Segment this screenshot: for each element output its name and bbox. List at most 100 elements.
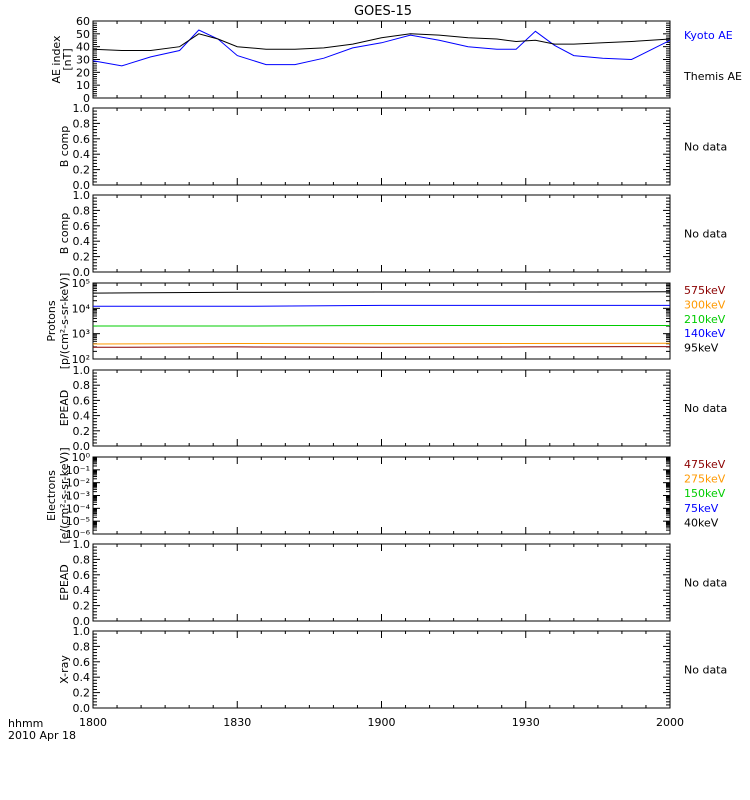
- y-tick-label: 50: [76, 28, 90, 41]
- y-axis-label: AE index: [50, 35, 63, 84]
- y-tick-label: 10⁰: [72, 451, 91, 464]
- panel-frame: [92, 543, 671, 622]
- y-tick-label: 40: [76, 41, 90, 54]
- y-axis-label: EPEAD: [58, 564, 71, 601]
- time-axis-units: hhmm: [8, 717, 43, 730]
- legend-entry: 300keV: [684, 298, 726, 311]
- y-tick-label: 0.4: [73, 671, 91, 684]
- y-tick-label: 10⁻⁵: [66, 515, 90, 528]
- y-axis-label: [e/(cm²-s-sr-keV)]: [58, 447, 71, 543]
- x-tick-label: 1930: [512, 716, 540, 729]
- y-tick-label: 0.2: [73, 687, 91, 700]
- y-axis-label: B comp: [58, 126, 71, 168]
- y-tick-label: 0.4: [73, 584, 91, 597]
- y-axis-label: Electrons: [45, 470, 58, 521]
- panel-b2: 0.0 0.2 0.4 0.6 0.8 1.0B comp No data: [58, 189, 727, 279]
- legend-entry: 210keV: [684, 313, 726, 326]
- y-axis-label: [nT]: [61, 48, 74, 70]
- series-line-210kev: [93, 325, 670, 327]
- legend-entry: 475keV: [684, 458, 726, 471]
- no-data-label: No data: [684, 228, 727, 241]
- no-data-label: No data: [684, 664, 727, 677]
- legend-entry: Themis AE: [683, 70, 742, 83]
- x-tick-label: 1800: [79, 716, 107, 729]
- y-tick-label: 30: [76, 54, 90, 67]
- y-tick-label: 1.0: [73, 364, 91, 377]
- y-tick-label: 0.0: [73, 615, 91, 628]
- y-tick-label: 20: [76, 66, 90, 79]
- y-axis-label: X-ray: [58, 655, 71, 684]
- y-tick-label: 0.0: [73, 179, 91, 192]
- y-axis-label: Protons: [45, 300, 58, 341]
- y-tick-label: 0.2: [73, 425, 91, 438]
- no-data-label: No data: [684, 141, 727, 154]
- series-line-kyoto-ae: [92, 29, 671, 67]
- y-tick-label: 0.0: [73, 440, 91, 453]
- no-data-label: No data: [684, 577, 727, 590]
- series-line-575kev: [92, 346, 671, 348]
- y-tick-label: 0.0: [73, 702, 91, 715]
- series-line-140kev: [93, 304, 670, 307]
- y-tick-label: 0.6: [73, 394, 91, 407]
- y-tick-label: 10⁻¹: [66, 464, 90, 477]
- legend-entry: 95keV: [684, 342, 719, 355]
- panel-frame: [92, 456, 671, 535]
- y-tick-label: 10⁻⁴: [66, 502, 91, 515]
- panel-b1: 0.0 0.2 0.4 0.6 0.8 1.0B comp No data: [58, 102, 727, 192]
- legend-entry: 575keV: [684, 284, 726, 297]
- y-tick-label: 0.2: [73, 600, 91, 613]
- panel-frame: [92, 369, 671, 447]
- y-tick-label: 0.2: [73, 251, 91, 264]
- y-tick-label: 10⁻³: [66, 490, 90, 503]
- y-tick-label: 0.8: [73, 204, 91, 217]
- y-tick-label: 10⁵: [72, 277, 90, 290]
- legend-entry: 150keV: [684, 487, 726, 500]
- y-tick-label: 1.0: [73, 102, 91, 115]
- y-axis-label: B comp: [58, 213, 71, 255]
- panel-frame: [92, 107, 671, 186]
- x-tick-label: 2000: [656, 716, 684, 729]
- series-line-300kev: [92, 342, 671, 345]
- chart-title: GOES-15: [354, 4, 412, 19]
- y-tick-label: 0.6: [73, 656, 91, 669]
- legend-entry: 75keV: [684, 502, 719, 515]
- y-tick-label: 60: [76, 15, 90, 28]
- panel-frame: [92, 630, 671, 709]
- y-tick-label: 1.0: [73, 625, 91, 638]
- no-data-label: No data: [684, 402, 727, 415]
- y-tick-label: 10⁴: [72, 302, 91, 315]
- panel-xray: 0.0 0.2 0.4 0.6 0.8 1.0 X-ray No data 1800 1830 19…: [58, 625, 727, 729]
- y-axis-label: [p/(cm²-s-sr-keV)]: [58, 273, 71, 370]
- y-tick-label: 1.0: [73, 189, 91, 202]
- panel-protons: 10² 10³ 10⁴ 10⁵ Protons [p/(cm²-s-sr-keV)] 575…: [45, 273, 726, 370]
- y-tick-label: 10³: [72, 328, 90, 341]
- y-axis-label: EPEAD: [58, 390, 71, 427]
- legend-entry: Kyoto AE: [684, 29, 733, 42]
- y-tick-label: 0: [83, 92, 90, 105]
- time-axis-date: 2010 Apr 18: [8, 729, 76, 742]
- y-tick-label: 10²: [72, 353, 90, 366]
- x-tick-label: 1830: [223, 716, 251, 729]
- y-tick-label: 0.8: [73, 379, 91, 392]
- y-tick-label: 0.8: [73, 117, 91, 130]
- legend-entry: 275keV: [684, 473, 726, 486]
- y-tick-label: 0.4: [73, 235, 91, 248]
- x-tick-label: 1900: [368, 716, 396, 729]
- y-tick-label: 10⁻⁶: [66, 528, 91, 541]
- panel-frame: [92, 194, 671, 273]
- y-tick-label: 1.0: [73, 538, 91, 551]
- y-tick-label: 0.6: [73, 133, 91, 146]
- series-line-95kev: [92, 291, 671, 294]
- series-line-themis-ae: [92, 33, 671, 51]
- y-tick-label: 0.4: [73, 410, 91, 423]
- panel-frame: [92, 20, 671, 99]
- y-tick-label: 0.8: [73, 553, 91, 566]
- y-tick-label: 0.4: [73, 148, 91, 161]
- y-tick-label: 0.0: [73, 266, 91, 279]
